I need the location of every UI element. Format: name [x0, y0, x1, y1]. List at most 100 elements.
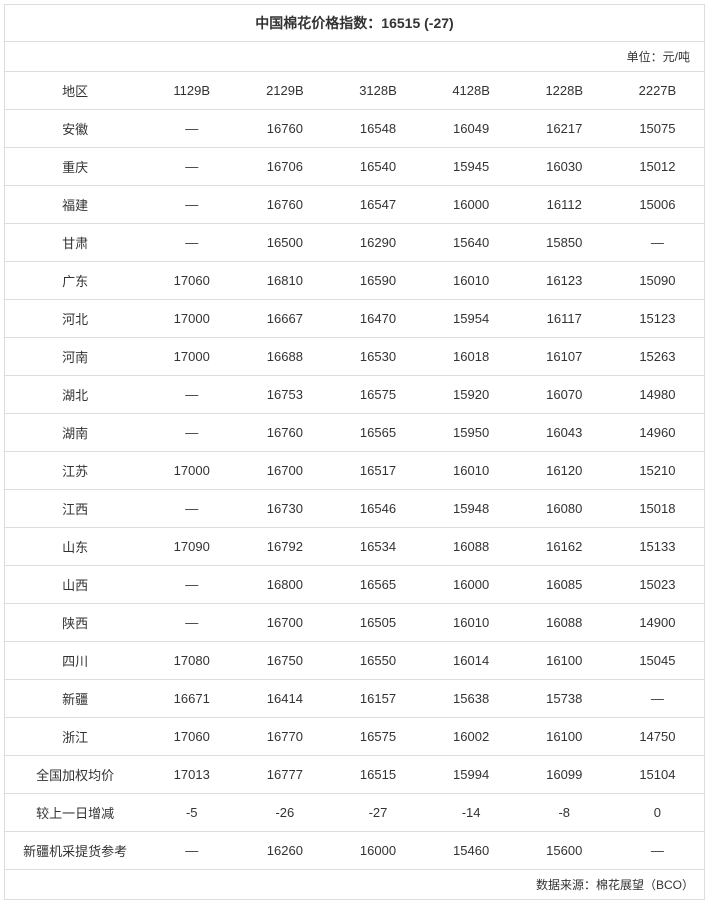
data-cell: 15738	[518, 680, 611, 718]
data-cell: 17000	[145, 300, 238, 338]
data-cell: 16777	[238, 756, 331, 794]
data-cell: 17000	[145, 452, 238, 490]
data-cell: 15640	[425, 224, 518, 262]
data-cell: 16548	[331, 110, 424, 148]
data-cell: 16546	[331, 490, 424, 528]
table-row: 江西—1673016546159481608015018	[5, 490, 704, 528]
data-cell: 16760	[238, 110, 331, 148]
data-cell: 17013	[145, 756, 238, 794]
data-cell: —	[611, 680, 704, 718]
data-cell: 16162	[518, 528, 611, 566]
price-table: 地区 1129B 2129B 3128B 4128B 1228B 2227B 安…	[5, 72, 704, 870]
region-cell: 重庆	[5, 148, 145, 186]
data-cell: 16540	[331, 148, 424, 186]
data-cell: —	[145, 224, 238, 262]
data-cell: 16810	[238, 262, 331, 300]
table-row: 广东170601681016590160101612315090	[5, 262, 704, 300]
data-cell: 16792	[238, 528, 331, 566]
table-row: 浙江170601677016575160021610014750	[5, 718, 704, 756]
data-cell: 16575	[331, 718, 424, 756]
data-cell: 16590	[331, 262, 424, 300]
data-cell: —	[611, 832, 704, 870]
data-cell: 16470	[331, 300, 424, 338]
table-row: 河南170001668816530160181610715263	[5, 338, 704, 376]
region-cell: 四川	[5, 642, 145, 680]
data-cell: 16030	[518, 148, 611, 186]
table-body: 安徽—1676016548160491621715075重庆—167061654…	[5, 110, 704, 870]
data-cell: 15850	[518, 224, 611, 262]
region-cell: 山东	[5, 528, 145, 566]
data-cell: 15460	[425, 832, 518, 870]
data-cell: 15638	[425, 680, 518, 718]
data-cell: 16070	[518, 376, 611, 414]
panel-title: 中国棉花价格指数：16515 (-27)	[5, 5, 704, 42]
table-row: 新疆机采提货参考—16260160001546015600—	[5, 832, 704, 870]
data-cell: 17000	[145, 338, 238, 376]
data-cell: 15950	[425, 414, 518, 452]
data-cell: 16760	[238, 186, 331, 224]
data-cell: 15012	[611, 148, 704, 186]
data-cell: 15006	[611, 186, 704, 224]
data-cell: 16010	[425, 604, 518, 642]
price-index-panel: 中国棉花价格指数：16515 (-27) 单位：元/吨 地区 1129B 212…	[4, 4, 705, 900]
data-cell: 16000	[425, 186, 518, 224]
data-cell: 16107	[518, 338, 611, 376]
table-row: 较上一日增减-5-26-27-14-80	[5, 794, 704, 832]
data-cell: 17090	[145, 528, 238, 566]
data-cell: 16085	[518, 566, 611, 604]
region-cell: 全国加权均价	[5, 756, 145, 794]
table-row: 江苏170001670016517160101612015210	[5, 452, 704, 490]
data-cell: 16002	[425, 718, 518, 756]
data-cell: 16157	[331, 680, 424, 718]
data-cell: 16706	[238, 148, 331, 186]
data-cell: 17080	[145, 642, 238, 680]
data-cell: 16530	[331, 338, 424, 376]
data-cell: 15018	[611, 490, 704, 528]
data-source-label: 数据来源：棉花展望（BCO）	[5, 870, 704, 900]
table-row: 湖北—1675316575159201607014980	[5, 376, 704, 414]
data-cell: 16700	[238, 604, 331, 642]
data-cell: 16117	[518, 300, 611, 338]
region-cell: 新疆	[5, 680, 145, 718]
data-cell: 15023	[611, 566, 704, 604]
data-cell: 16760	[238, 414, 331, 452]
header-col: 1228B	[518, 72, 611, 110]
header-col: 4128B	[425, 72, 518, 110]
region-cell: 福建	[5, 186, 145, 224]
table-row: 河北170001666716470159541611715123	[5, 300, 704, 338]
data-cell: 15075	[611, 110, 704, 148]
data-cell: 15210	[611, 452, 704, 490]
data-cell: 16550	[331, 642, 424, 680]
data-cell: 16515	[331, 756, 424, 794]
table-row: 山东170901679216534160881616215133	[5, 528, 704, 566]
data-cell: 16565	[331, 414, 424, 452]
region-cell: 广东	[5, 262, 145, 300]
data-cell: 16517	[331, 452, 424, 490]
data-cell: 15920	[425, 376, 518, 414]
data-cell: 16688	[238, 338, 331, 376]
data-cell: 16043	[518, 414, 611, 452]
table-row: 甘肃—16500162901564015850—	[5, 224, 704, 262]
data-cell: 16800	[238, 566, 331, 604]
data-cell: -27	[331, 794, 424, 832]
data-cell: 16100	[518, 718, 611, 756]
data-cell: 16010	[425, 452, 518, 490]
table-row: 四川170801675016550160141610015045	[5, 642, 704, 680]
data-cell: 16088	[425, 528, 518, 566]
data-cell: 16080	[518, 490, 611, 528]
data-cell: 16534	[331, 528, 424, 566]
data-cell: -8	[518, 794, 611, 832]
data-cell: 14960	[611, 414, 704, 452]
data-cell: 16565	[331, 566, 424, 604]
data-cell: —	[145, 832, 238, 870]
header-row: 地区 1129B 2129B 3128B 4128B 1228B 2227B	[5, 72, 704, 110]
data-cell: 16000	[425, 566, 518, 604]
header-col: 2129B	[238, 72, 331, 110]
data-cell: —	[145, 186, 238, 224]
data-cell: 16730	[238, 490, 331, 528]
region-cell: 湖南	[5, 414, 145, 452]
header-region: 地区	[5, 72, 145, 110]
table-row: 重庆—1670616540159451603015012	[5, 148, 704, 186]
data-cell: 16547	[331, 186, 424, 224]
data-cell: 16505	[331, 604, 424, 642]
